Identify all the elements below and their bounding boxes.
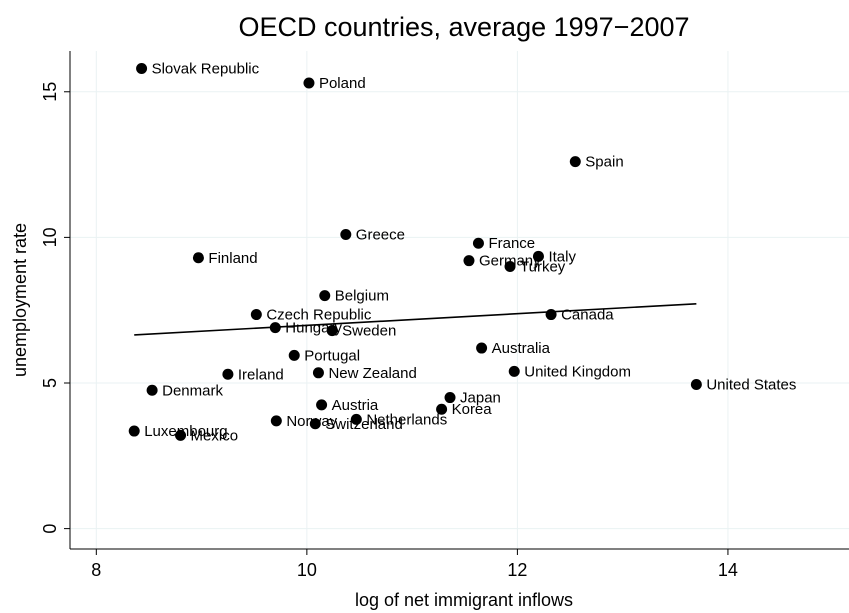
data-point [444,392,456,404]
data-point [472,237,484,249]
grid [70,51,849,549]
data-point [319,290,331,302]
data-point [545,309,557,321]
data-points: Slovak Republic Poland Spain Greece France It… [128,60,796,444]
data-point [270,415,282,427]
data-point [175,429,187,441]
ticks: 8 10 12 14 0 5 10 15 [40,82,738,580]
data-point [569,156,581,168]
data-point [146,384,158,396]
y-tick-label: 5 [40,378,60,388]
point-label: United States [706,376,796,393]
data-point [316,399,328,411]
point-label: France [488,235,535,252]
x-tick-label: 12 [507,560,527,580]
point-label: Italy [548,248,576,265]
x-axis-label: log of net immigrant inflows [355,590,573,610]
data-point [476,342,488,354]
data-point [326,325,338,337]
point-label: Austria [332,397,379,414]
data-point [504,261,516,273]
fit-line [134,302,697,336]
y-axis-label: unemployment rate [10,223,30,377]
data-point [532,250,544,262]
chart-title: OECD countries, average 1997−2007 [238,12,689,42]
point-label: Denmark [162,382,223,399]
data-point [690,378,702,390]
data-point [312,367,324,379]
point-label: Turkey [520,259,566,276]
data-point [508,365,520,377]
x-tick-label: 14 [718,560,738,580]
point-label: New Zealand [328,365,416,382]
data-point [303,77,315,89]
data-point [269,322,281,334]
y-tick-label: 10 [40,227,60,247]
data-point [250,309,262,321]
point-label: Australia [492,340,551,357]
point-label: Mexico [191,427,239,444]
data-point [288,349,300,361]
data-point [350,413,362,425]
x-tick-label: 8 [91,560,101,580]
data-point [192,252,204,264]
point-label: Korea [452,401,493,418]
y-tick-label: 15 [40,82,60,102]
data-point [309,418,321,430]
point-label: Ireland [238,366,284,383]
point-label: Switzerland [325,416,403,433]
data-point [463,255,475,267]
data-point [340,228,352,240]
x-tick-label: 10 [297,560,317,580]
point-label: Finland [208,250,257,267]
point-label: Greece [356,226,405,243]
data-point [136,62,148,74]
point-label: Canada [561,307,614,324]
point-label: Portugal [304,347,360,364]
point-label: Spain [585,154,623,171]
point-label: Japan [460,390,501,407]
y-tick-label: 0 [40,524,60,534]
data-point [222,368,234,380]
data-point [436,403,448,415]
point-label: Slovak Republic [152,60,260,77]
point-label: Belgium [335,288,389,305]
data-point [128,425,140,437]
point-label: Poland [319,75,366,92]
point-label: Sweden [342,323,396,340]
point-label: Czech Republic [266,307,372,324]
point-label: United Kingdom [524,363,631,380]
point-label: Luxembourg [144,423,227,440]
point-label: Netherlands [366,411,447,428]
